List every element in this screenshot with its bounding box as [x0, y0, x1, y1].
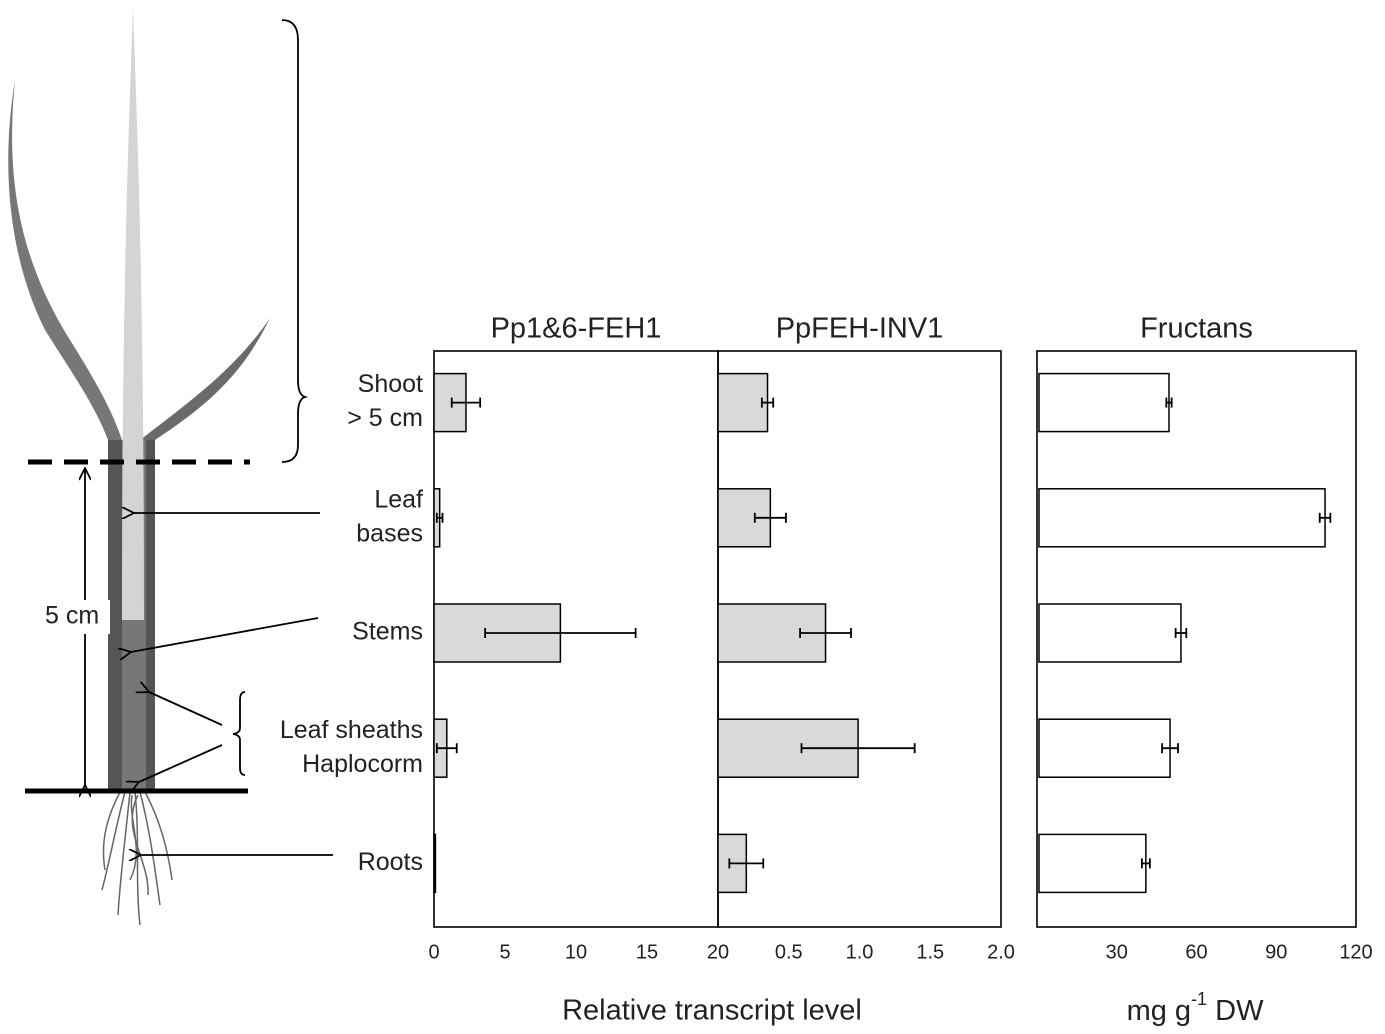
x-axis-label: mg g-1 DW	[1127, 989, 1265, 1027]
error-bar	[1318, 512, 1332, 523]
x-tick-label: 10	[565, 941, 587, 963]
label-bg	[40, 600, 110, 634]
error-bar	[799, 628, 852, 638]
bracket	[232, 691, 246, 776]
bar	[717, 372, 769, 433]
bar	[1038, 603, 1182, 663]
x-tick-label: 0	[428, 941, 439, 963]
plot-frame	[1036, 350, 1357, 928]
plant-diagram: 5 cm	[8, 8, 333, 926]
category-label: Roots	[358, 848, 423, 876]
x-tick-label: 15	[636, 941, 658, 963]
error-bar	[450, 397, 482, 408]
roots	[101, 791, 173, 926]
error-bar	[800, 743, 916, 754]
error-bar	[1161, 743, 1179, 754]
error-bar	[753, 512, 787, 523]
error-bar	[435, 512, 444, 523]
x-tick-label: 30	[1106, 941, 1128, 963]
error-bar	[435, 743, 458, 754]
bar	[1038, 372, 1170, 433]
x-tick-label: 120	[1339, 941, 1372, 963]
chart-title: Pp1&6-FEH1	[491, 313, 662, 345]
x-tick-label: 2.0	[987, 941, 1015, 963]
error-bar	[484, 628, 637, 638]
category-label: > 5 cm	[347, 404, 423, 432]
category-label: Haplocorm	[302, 750, 423, 778]
category-label: Leaf sheaths	[280, 716, 423, 744]
category-label: Stems	[352, 618, 423, 646]
x-tick-label: 1.5	[916, 941, 944, 963]
x-tick-label: 90	[1265, 941, 1287, 963]
x-axis-label-part: -1	[1191, 989, 1207, 1009]
category-label: Leaf	[374, 485, 423, 513]
bar	[1038, 718, 1171, 778]
error-bar	[728, 858, 765, 869]
category-label: bases	[356, 519, 423, 547]
x-tick-label: 0.5	[775, 941, 803, 963]
x-tick-label: 60	[1185, 941, 1207, 963]
arrow	[139, 744, 223, 782]
bracket	[281, 19, 309, 463]
error-bar	[760, 397, 775, 408]
bar	[433, 833, 437, 894]
x-tick-label: 20	[707, 941, 729, 963]
chart-title: PpFEH-INV1	[776, 313, 944, 345]
category-label: Shoot	[358, 370, 423, 398]
x-tick-label: 1.0	[846, 941, 874, 963]
leaf	[122, 8, 144, 620]
error-bar	[1140, 858, 1151, 869]
x-axis-label: Relative transcript level	[562, 995, 862, 1027]
x-axis-label-part: mg g	[1127, 995, 1191, 1027]
leaf	[140, 318, 270, 440]
chart-title: Fructans	[1140, 313, 1253, 345]
error-bar	[1174, 628, 1188, 638]
arrow	[149, 692, 223, 726]
x-axis-label-part: DW	[1207, 995, 1264, 1027]
leaf	[8, 80, 122, 440]
arrows	[131, 513, 333, 855]
x-tick-label: 5	[499, 941, 510, 963]
arrow	[131, 617, 319, 652]
scale-label: 5 cm	[45, 602, 99, 630]
bar	[1038, 488, 1326, 548]
bar	[1038, 833, 1147, 894]
error-bar	[1165, 397, 1173, 408]
